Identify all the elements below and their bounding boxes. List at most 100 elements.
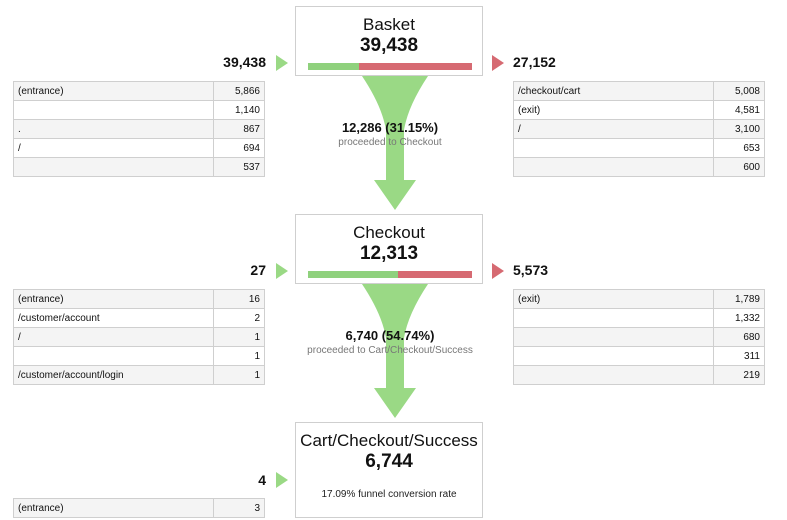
table-row[interactable]: 653 [513, 138, 765, 158]
row-count: 3 [213, 498, 265, 518]
entry-arrow-icon [276, 472, 288, 488]
exits-table: (exit) 1,789 1,332 680 311 219 [513, 289, 765, 385]
table-row[interactable]: 680 [513, 327, 765, 347]
row-url: . [13, 119, 214, 139]
step-value: 12,313 [359, 243, 419, 264]
row-count: 600 [713, 157, 765, 177]
table-row[interactable]: 311 [513, 346, 765, 366]
row-url [513, 365, 714, 385]
funnel-arrow-1 [362, 76, 428, 210]
row-count: 5,008 [713, 81, 765, 101]
table-row[interactable]: /3,100 [513, 119, 765, 139]
table-row[interactable]: /customer/account 2 [13, 308, 265, 328]
row-count: 867 [213, 119, 265, 139]
proceed-label: proceeded to Cart/Checkout/Success [307, 345, 473, 356]
row-count: 1,140 [213, 100, 265, 120]
row-url: (entrance) [13, 81, 214, 101]
row-url [513, 308, 714, 328]
row-count: 5,866 [213, 81, 265, 101]
table-row[interactable]: (entrance) 16 [13, 289, 265, 309]
continue-segment [308, 63, 360, 70]
table-row[interactable]: 600 [513, 157, 765, 177]
row-url [13, 100, 214, 120]
table-row[interactable]: 1 [13, 346, 265, 366]
row-count: 1,789 [713, 289, 765, 309]
row-url: /customer/account [13, 308, 214, 328]
table-row[interactable]: 1,140 [13, 100, 265, 120]
entries-table: (entrance) 3 [13, 498, 265, 518]
row-count: 653 [713, 138, 765, 158]
proceed-info: 6,740 (54.74%) proceeded to Cart/Checkou… [290, 328, 490, 357]
row-count: 1,332 [713, 308, 765, 328]
table-row[interactable]: (entrance) 3 [13, 498, 265, 518]
proceed-count: 6,740 (54.74%) [345, 328, 435, 343]
row-count: 311 [713, 346, 765, 366]
exit-segment [397, 271, 472, 278]
row-url [513, 138, 714, 158]
table-row[interactable]: (exit) 1,789 [513, 289, 765, 309]
table-row[interactable]: /1 [13, 327, 265, 347]
row-count: 16 [213, 289, 265, 309]
row-count: 680 [713, 327, 765, 347]
row-count: 219 [713, 365, 765, 385]
row-count: 2 [213, 308, 265, 328]
proceed-count: 12,286 (31.15%) [341, 120, 439, 135]
proceed-label: proceeded to Checkout [338, 137, 442, 148]
row-url: (entrance) [13, 498, 214, 518]
row-url: /checkout/cart [513, 81, 714, 101]
table-row[interactable]: . 867 [13, 119, 265, 139]
row-count: 4,581 [713, 100, 765, 120]
row-url [13, 157, 214, 177]
exits-count: 27,152 [513, 54, 556, 70]
table-row[interactable]: /checkout/cart 5,008 [513, 81, 765, 101]
entries-count: 39,438 [223, 54, 266, 70]
row-url: (exit) [513, 289, 714, 309]
funnel-arrow-2 [362, 284, 428, 418]
row-count: 1 [213, 346, 265, 366]
table-row[interactable]: /customer/account/login 1 [13, 365, 265, 385]
table-row[interactable]: /694 [13, 138, 265, 158]
step-name: Basket [363, 15, 415, 34]
entries-count: 27 [250, 262, 266, 278]
table-row[interactable]: (entrance) 5,866 [13, 81, 265, 101]
row-count: 537 [213, 157, 265, 177]
table-row[interactable]: 1,332 [513, 308, 765, 328]
row-url: / [513, 119, 714, 139]
entries-table: (entrance) 5,866 1,140. 867/694 537 [13, 81, 265, 177]
row-url [513, 346, 714, 366]
row-count: 3,100 [713, 119, 765, 139]
step-value: 6,744 [365, 451, 413, 472]
row-url: / [13, 138, 214, 158]
entry-arrow-icon [276, 263, 288, 279]
funnel-step-basket[interactable]: Basket 39,438 [295, 6, 483, 76]
step-value: 39,438 [359, 35, 419, 56]
step-name: Checkout [353, 223, 425, 242]
step-name: Cart/Checkout/Success [300, 431, 478, 450]
continue-segment [308, 271, 398, 278]
step-progress-bar [308, 271, 472, 278]
exits-table: /checkout/cart 5,008 (exit) 4,581/3,100 653 6… [513, 81, 765, 177]
table-row[interactable]: 219 [513, 365, 765, 385]
exits-count: 5,573 [513, 262, 549, 278]
row-count: 694 [213, 138, 265, 158]
row-count: 1 [213, 365, 265, 385]
table-row[interactable]: (exit) 4,581 [513, 100, 765, 120]
row-url [13, 346, 214, 366]
step-progress-bar [308, 63, 472, 70]
row-url: (entrance) [13, 289, 214, 309]
entries-count: 4 [258, 472, 266, 488]
row-url [513, 157, 714, 177]
row-url: /customer/account/login [13, 365, 214, 385]
funnel-step-checkout[interactable]: Checkout 12,313 [295, 214, 483, 284]
row-url: (exit) [513, 100, 714, 120]
exit-segment [359, 63, 472, 70]
entries-table: (entrance) 16/customer/account 2/1 1/custom… [13, 289, 265, 385]
row-url [513, 327, 714, 347]
conversion-rate-note: 17.09% funnel conversion rate [321, 489, 457, 500]
funnel-step-success[interactable]: Cart/Checkout/Success 6,744 17.09% funne… [295, 422, 483, 518]
proceed-info: 12,286 (31.15%) proceeded to Checkout [290, 120, 490, 149]
row-url: / [13, 327, 214, 347]
table-row[interactable]: 537 [13, 157, 265, 177]
entry-arrow-icon [276, 55, 288, 71]
exit-arrow-icon [492, 263, 504, 279]
